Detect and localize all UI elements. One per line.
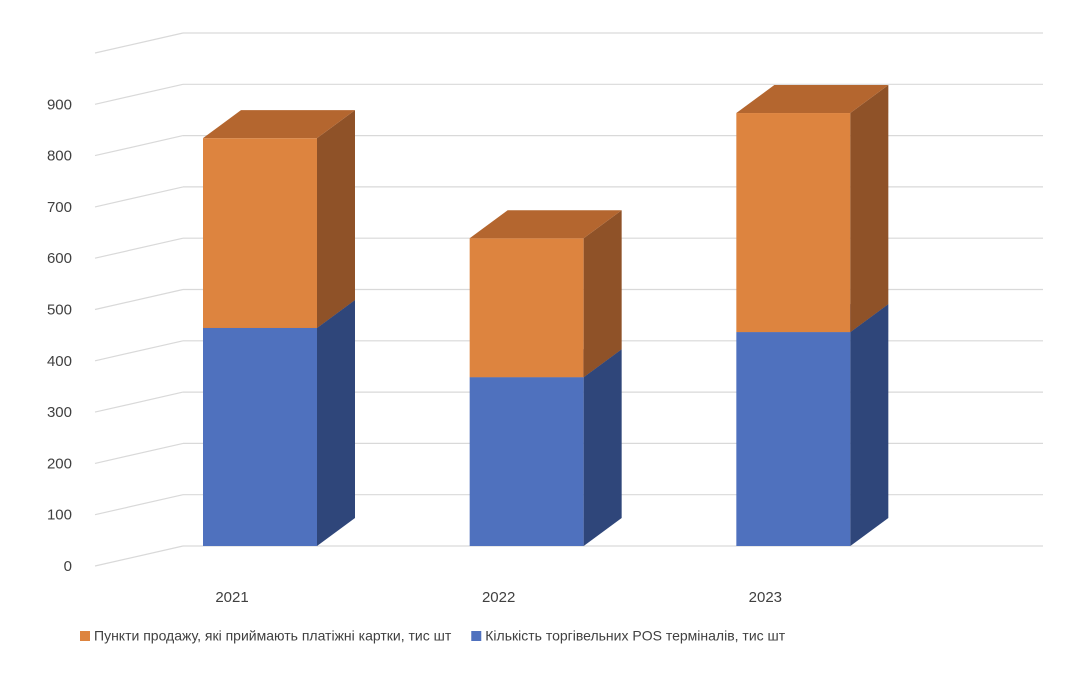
wall-top-diag (94, 32, 184, 54)
bar-side (317, 299, 355, 546)
bar-side (583, 349, 622, 546)
grid-line-floor (94, 442, 184, 464)
grid-line-floor (94, 237, 184, 259)
bar (203, 327, 317, 546)
grid-line-floor (94, 186, 184, 208)
bar (736, 113, 851, 333)
x-tick-label: 2023 (749, 589, 782, 606)
bar (469, 238, 584, 378)
bar-side (850, 85, 889, 333)
bar-top (203, 110, 355, 139)
grid-line-floor (94, 545, 184, 567)
y-tick-label: 200 (47, 455, 72, 472)
y-tick-label: 900 (47, 96, 72, 113)
grid-line-floor (94, 83, 184, 105)
grid-line-floor (94, 391, 184, 413)
y-tick-label: 400 (47, 353, 72, 370)
bar-top (736, 85, 889, 114)
y-tick-label: 500 (47, 301, 72, 318)
x-tick-label: 2022 (482, 589, 515, 606)
legend-swatch (80, 631, 90, 641)
y-tick-label: 0 (64, 558, 72, 575)
grid-line-floor (94, 494, 184, 516)
bar-side (850, 304, 889, 546)
bar-side (583, 210, 622, 378)
bar-side (317, 110, 355, 328)
grid-line-floor (94, 288, 184, 311)
legend-label: Кількість торгівельних POS терміналів, т… (485, 628, 785, 644)
y-tick-label: 600 (47, 250, 72, 267)
bar-top (469, 210, 622, 239)
bar (736, 332, 851, 546)
bar (469, 377, 584, 546)
grid-line-floor (94, 135, 184, 157)
legend-swatch (471, 631, 482, 641)
y-tick-label: 100 (47, 507, 72, 524)
y-tick-label: 800 (47, 148, 72, 165)
bar (203, 138, 317, 328)
legend-label: Пункти продажу, які приймають платіжні к… (94, 628, 452, 644)
grid-line-floor (94, 340, 184, 362)
y-tick-label: 700 (47, 199, 72, 216)
y-tick-label: 300 (47, 404, 72, 421)
x-tick-label: 2021 (215, 589, 248, 606)
